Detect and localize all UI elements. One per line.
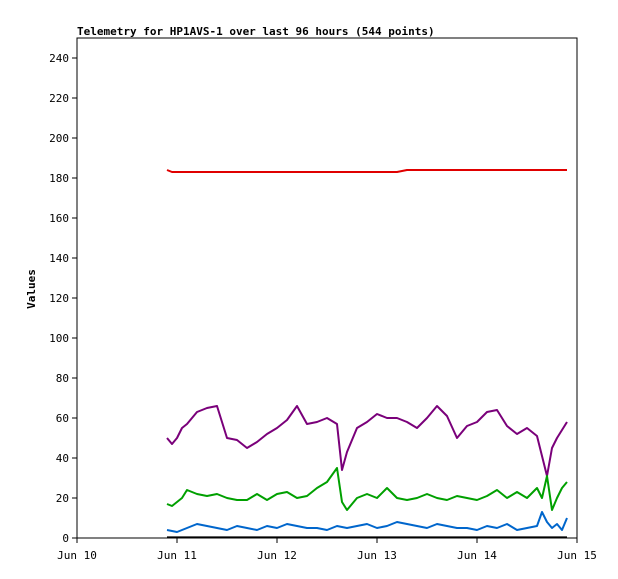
y-tick-label: 40 xyxy=(56,452,69,465)
chart-title: Telemetry for HP1AVS-1 over last 96 hour… xyxy=(77,25,435,38)
y-tick-label: 60 xyxy=(56,412,69,425)
x-tick-label: Jun 14 xyxy=(457,549,497,562)
y-axis: 0 20 40 60 80 100 120 140 160 180 200 220 240 xyxy=(49,52,77,545)
y-tick-label: 20 xyxy=(56,492,69,505)
series-line-2 xyxy=(166,405,568,477)
y-tick-label: 100 xyxy=(49,332,69,345)
x-tick-label: Jun 11 xyxy=(157,549,197,562)
x-axis: Jun 10 Jun 11 Jun 12 Jun 13 Jun 14 Jun 15 xyxy=(57,538,597,562)
series-line-3 xyxy=(166,467,568,511)
x-tick-label: Jun 15 xyxy=(557,549,597,562)
series-group xyxy=(166,169,568,539)
y-tick-label: 0 xyxy=(62,532,69,545)
y-tick-label: 180 xyxy=(49,172,69,185)
series-line-1 xyxy=(166,169,567,173)
y-tick-label: 220 xyxy=(49,92,69,105)
y-tick-label: 80 xyxy=(56,372,69,385)
plot-frame xyxy=(76,37,578,539)
x-tick-label: Jun 12 xyxy=(257,549,297,562)
y-tick-label: 160 xyxy=(49,212,69,225)
x-tick-label: Jun 13 xyxy=(357,549,397,562)
series-line-4 xyxy=(166,511,568,533)
y-tick-label: 200 xyxy=(49,132,69,145)
y-tick-label: 140 xyxy=(49,252,69,265)
y-axis-label: Values xyxy=(25,269,38,309)
y-tick-label: 240 xyxy=(49,52,69,65)
x-tick-label: Jun 10 xyxy=(57,549,97,562)
y-tick-label: 120 xyxy=(49,292,69,305)
